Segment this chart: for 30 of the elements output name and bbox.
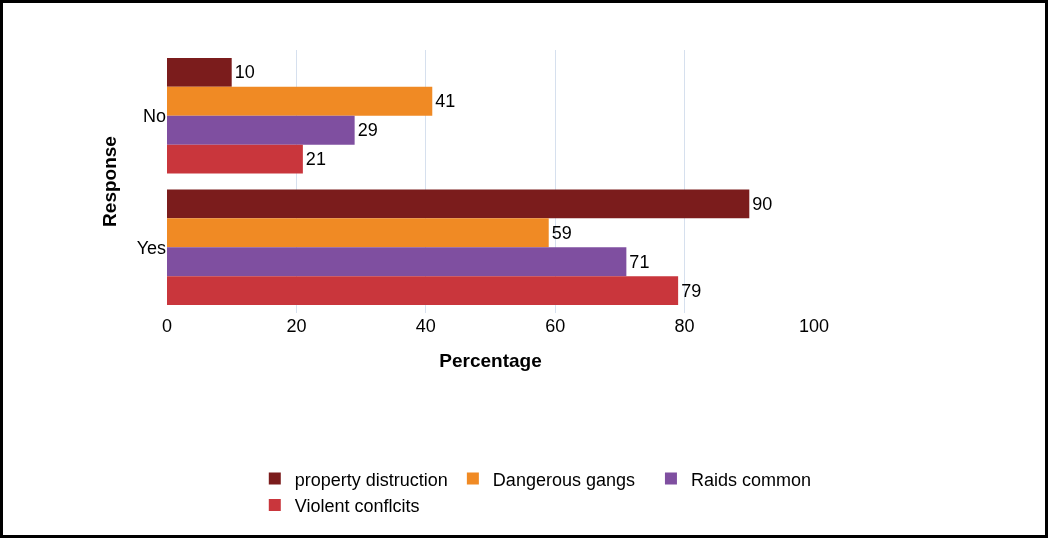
x-tick-label: 20 [286,316,307,336]
x-tick-label: 0 [161,316,173,336]
bar [167,144,303,174]
data-label: 59 [551,222,572,243]
x-tick-label: 60 [545,316,566,336]
x-axis-title: Percentage [439,349,542,371]
data-label: 29 [357,120,378,141]
data-label: 41 [435,91,456,112]
data-label: 79 [681,280,702,301]
data-label: 10 [234,62,255,83]
legend-label: Dangerous gangs [492,469,635,490]
bar [167,57,232,87]
legend-label: Violent conflcits [294,495,420,516]
y-tick-label: Yes [136,237,166,258]
bar [167,247,627,277]
bar [167,218,549,248]
data-label: 90 [752,193,773,214]
data-label: 21 [305,149,326,170]
x-tick-label: 80 [674,316,695,336]
x-tick-label: 100 [798,316,830,336]
x-tick-label: 40 [415,316,436,336]
bar [167,189,750,219]
bar [167,115,355,145]
legend-label: Raids common [690,469,811,490]
bar [167,276,679,306]
data-label: 71 [629,251,650,272]
y-axis-title: Response [99,136,121,227]
y-tick-label: No [142,106,166,127]
legend-label: property distruction [294,469,448,490]
bar [167,86,433,116]
